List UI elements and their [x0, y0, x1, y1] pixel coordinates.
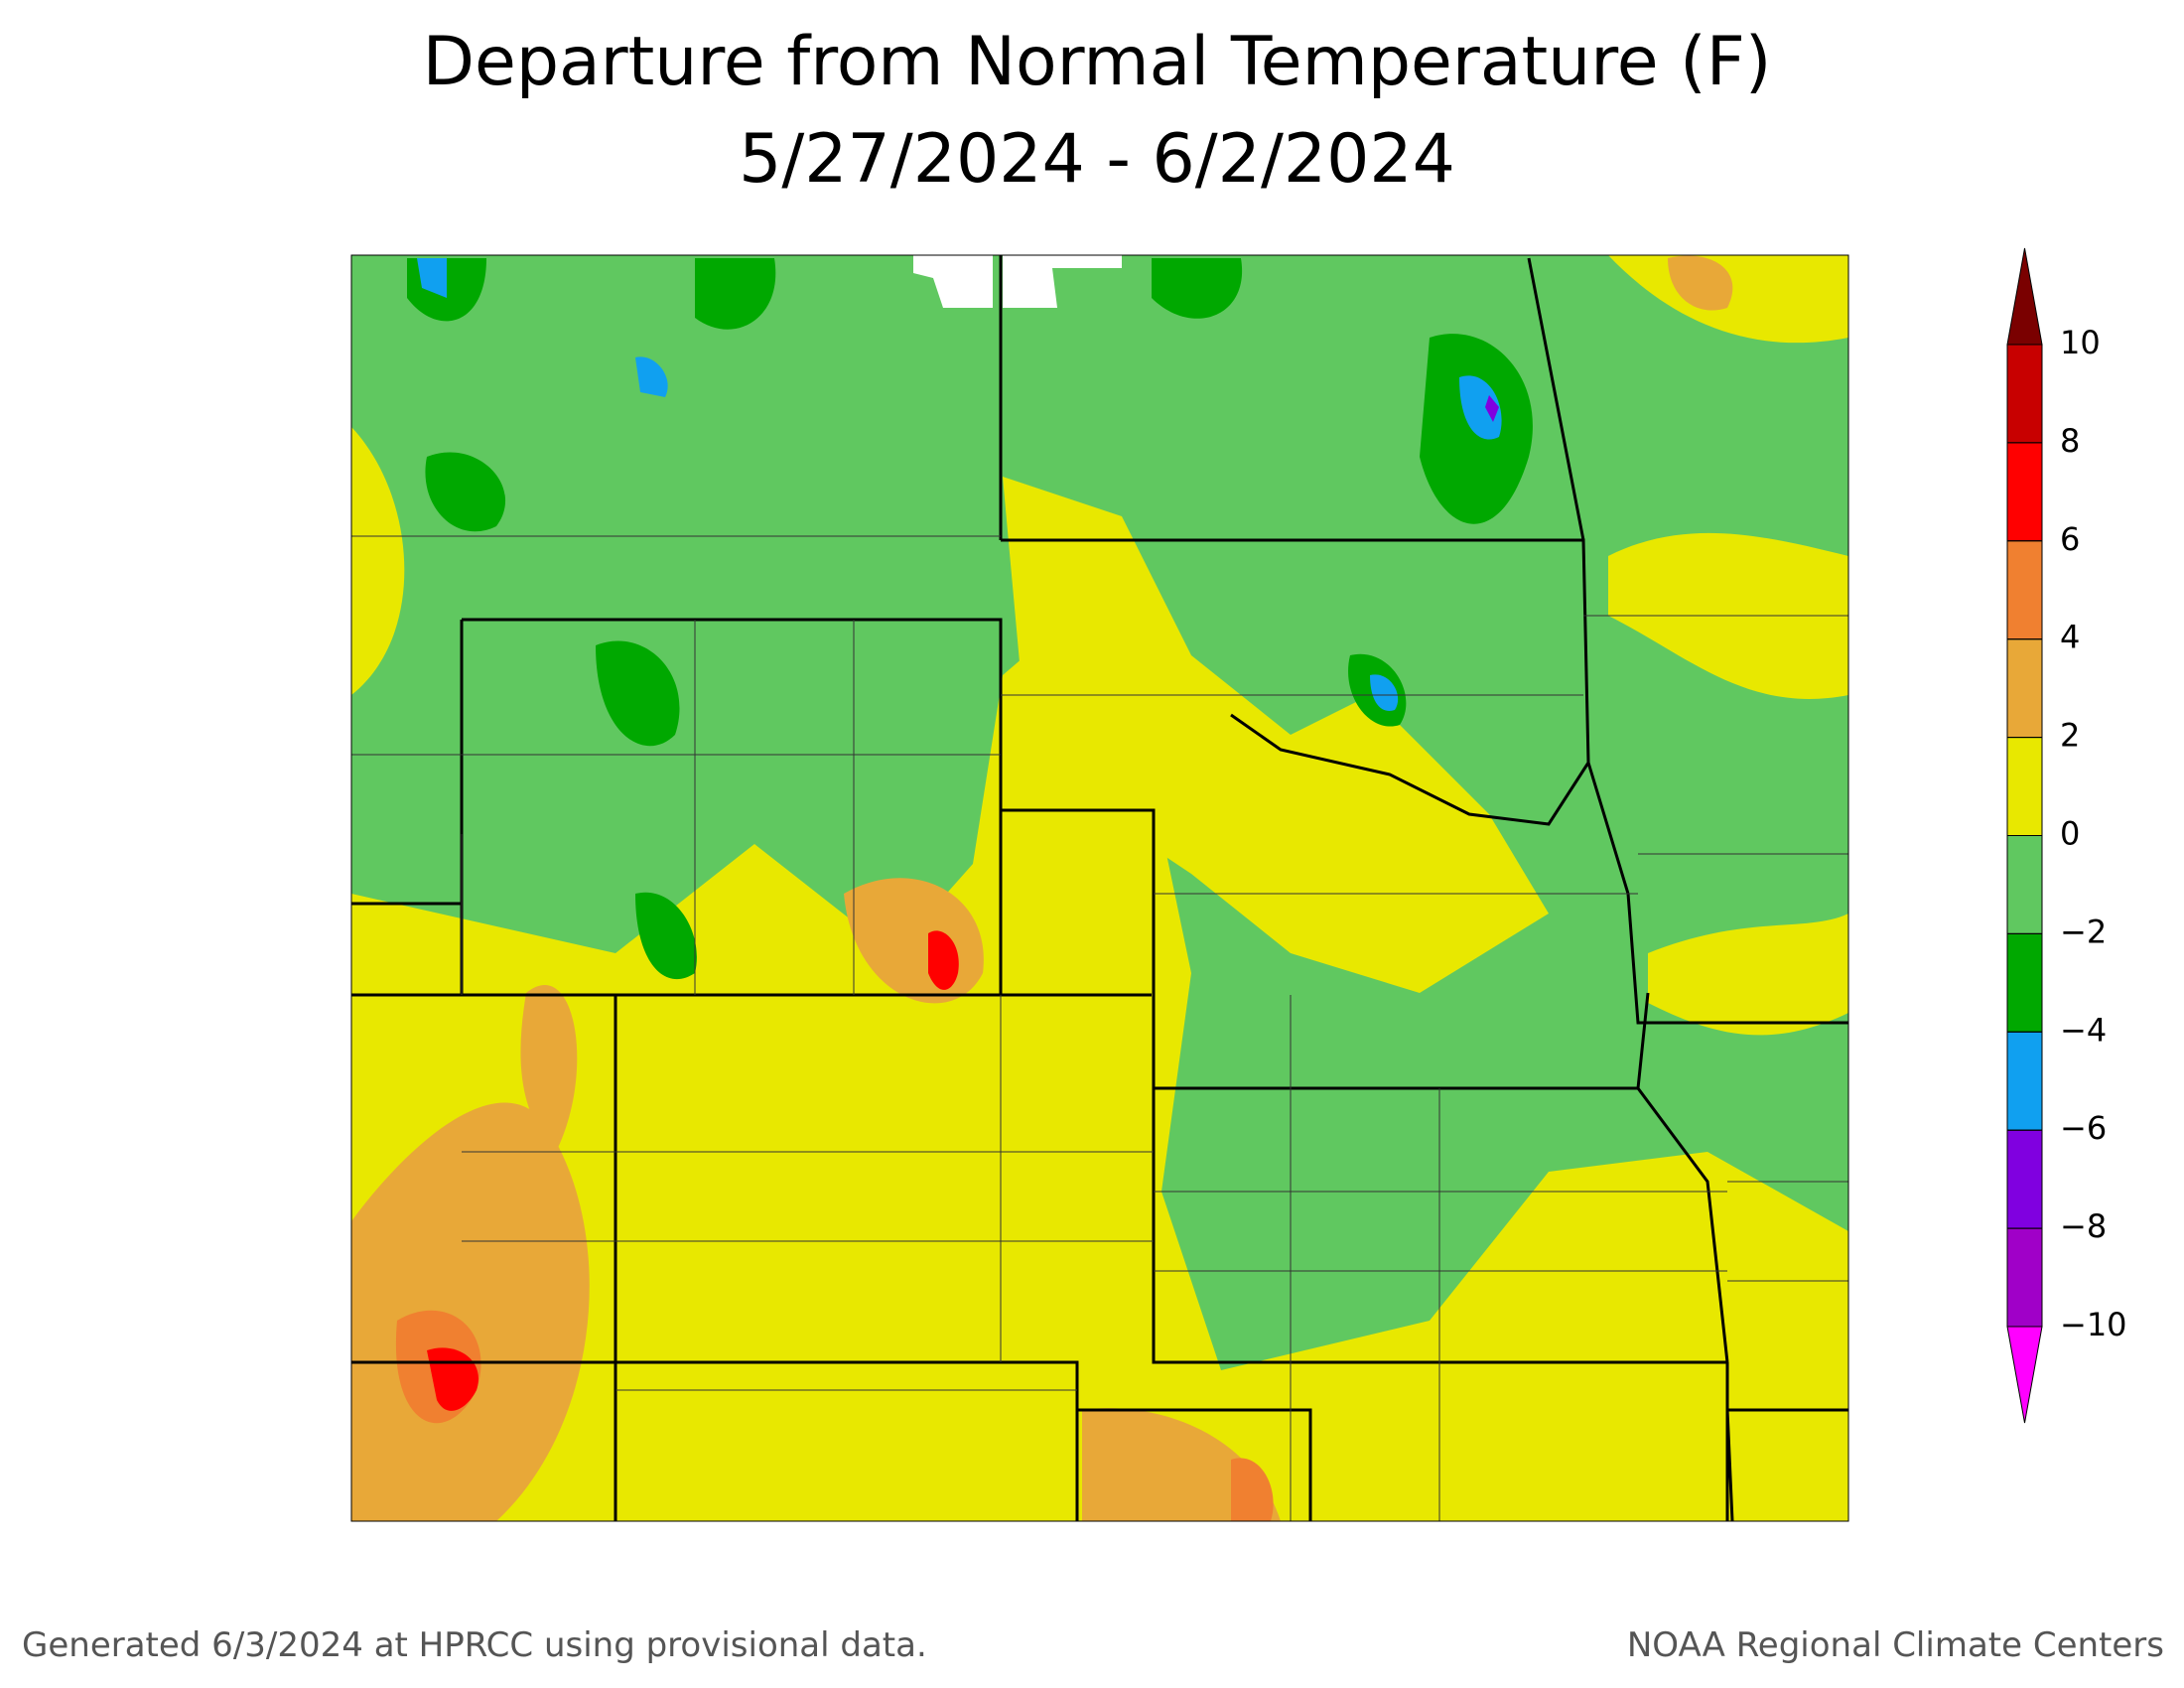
- legend-tick-label: 0: [2060, 815, 2080, 853]
- legend-tick-label: 2: [2060, 717, 2080, 755]
- legend-cap-top: [2006, 247, 2043, 346]
- legend-tick-label: −4: [2060, 1011, 2107, 1049]
- legend-band: [2006, 344, 2043, 444]
- footer-left: Generated 6/3/2024 at HPRCC using provis…: [22, 1625, 927, 1665]
- legend-tick-label: −10: [2060, 1306, 2127, 1343]
- legend-tick-label: 4: [2060, 619, 2080, 656]
- legend-tick-label: 8: [2060, 422, 2080, 460]
- legend-band: [2006, 540, 2043, 640]
- legend-band: [2006, 932, 2043, 1033]
- legend-cap-bottom: [2006, 1326, 2043, 1424]
- legend-tick-label: 10: [2060, 324, 2101, 361]
- title: Departure from Normal Temperature (F): [423, 23, 1772, 101]
- legend-tick-label: −6: [2060, 1109, 2107, 1147]
- legend-tick-label: −8: [2060, 1207, 2107, 1245]
- map: [350, 254, 1849, 1522]
- color-legend: 10 8 6 4 2 0 −2 −4 −6 −8 −10: [2006, 247, 2127, 1424]
- legend-band: [2006, 442, 2043, 542]
- footer-right: NOAA Regional Climate Centers: [1627, 1625, 2164, 1665]
- legend-band: [2006, 737, 2043, 836]
- legend-band: [2006, 638, 2043, 739]
- legend-tick-label: 6: [2060, 520, 2080, 558]
- legend-band: [2006, 1129, 2043, 1229]
- subtitle: 5/27/2024 - 6/2/2024: [739, 120, 1455, 199]
- legend-tick-label: −2: [2060, 913, 2107, 950]
- legend-band: [2006, 835, 2043, 934]
- legend-band: [2006, 1227, 2043, 1328]
- legend-band: [2006, 1031, 2043, 1131]
